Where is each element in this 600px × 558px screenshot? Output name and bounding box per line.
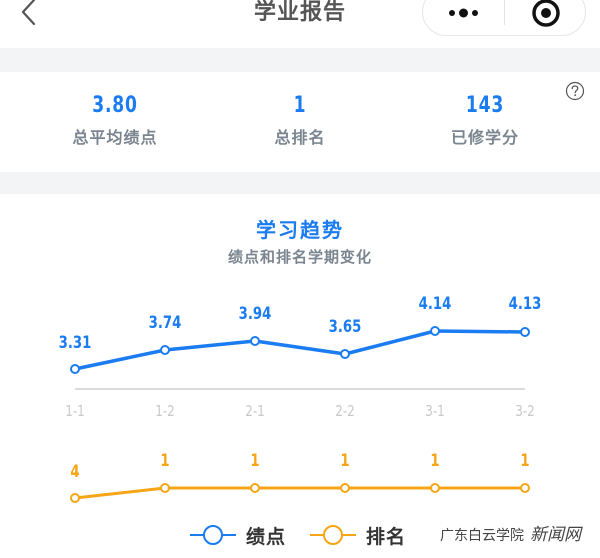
- trend-card: 学习趋势 绩点和排名学期变化: [0, 194, 600, 558]
- more-button[interactable]: [423, 0, 504, 37]
- watermark-text: 广东白云学院: [440, 528, 524, 544]
- chevron-left-icon: [21, 0, 36, 26]
- stat-label: 已修学分: [450, 128, 519, 147]
- watermark-text: 新闻网: [530, 525, 581, 545]
- capsule-divider: [504, 0, 505, 25]
- rank-value-label: 1: [160, 451, 170, 471]
- rank-value-label: 1: [340, 451, 350, 471]
- mini-program-capsule: [422, 0, 586, 36]
- x-axis-label: 2-1: [245, 402, 265, 420]
- chart-subtitle: 绩点和排名学期变化: [227, 248, 372, 266]
- rank-value-label: 1: [520, 451, 530, 471]
- stat-value: 1: [293, 93, 307, 118]
- question-circle-icon: [565, 81, 585, 101]
- help-button[interactable]: [565, 81, 585, 101]
- x-axis-label: 1-2: [155, 402, 175, 420]
- more-dots-icon: [449, 8, 478, 18]
- gpa-value-label: 3.94: [238, 304, 272, 324]
- navigation-bar: 学业报告: [0, 0, 600, 48]
- stat-rank: 1 总排名: [220, 92, 380, 152]
- section-gap: [0, 172, 600, 194]
- stat-label: 总排名: [274, 128, 326, 147]
- legend-label: 绩点: [246, 525, 287, 548]
- rank-value-label: 1: [430, 451, 440, 471]
- section-gap: [0, 48, 600, 72]
- gpa-value-label: 4.13: [508, 294, 542, 314]
- stat-value: 3.80: [92, 93, 138, 118]
- x-axis-label: 3-2: [515, 402, 535, 420]
- gpa-value-label: 3.74: [148, 313, 182, 333]
- back-button[interactable]: [14, 0, 44, 30]
- rank-value-label: 1: [250, 451, 260, 471]
- legend-item-gpa[interactable]: 绩点: [238, 522, 286, 548]
- stat-label: 总平均绩点: [72, 128, 158, 147]
- summary-card: 3.80 总平均绩点 1 总排名 143 已修学分: [0, 72, 600, 172]
- x-axis-label: 3-1: [425, 402, 445, 420]
- stat-gpa: 3.80 总平均绩点: [35, 92, 195, 152]
- gpa-value-label: 3.31: [58, 333, 92, 353]
- watermark: 广东白云学院 新闻网: [440, 520, 581, 545]
- stat-value: 143: [465, 93, 505, 118]
- stat-credits: 143 已修学分: [405, 92, 565, 152]
- page-title: 学业报告: [253, 0, 346, 25]
- chart-title: 学习趋势: [256, 218, 344, 242]
- x-axis-label: 1-1: [65, 402, 85, 420]
- x-axis-label: 2-2: [335, 402, 355, 420]
- legend-label: 排名: [366, 525, 407, 548]
- close-button[interactable]: [505, 0, 587, 37]
- target-circle-icon: [532, 0, 560, 27]
- rank-value-label: 4: [70, 462, 80, 482]
- gpa-value-label: 4.14: [418, 294, 452, 314]
- legend-item-rank[interactable]: 排名: [358, 522, 406, 548]
- gpa-value-label: 3.65: [328, 317, 362, 337]
